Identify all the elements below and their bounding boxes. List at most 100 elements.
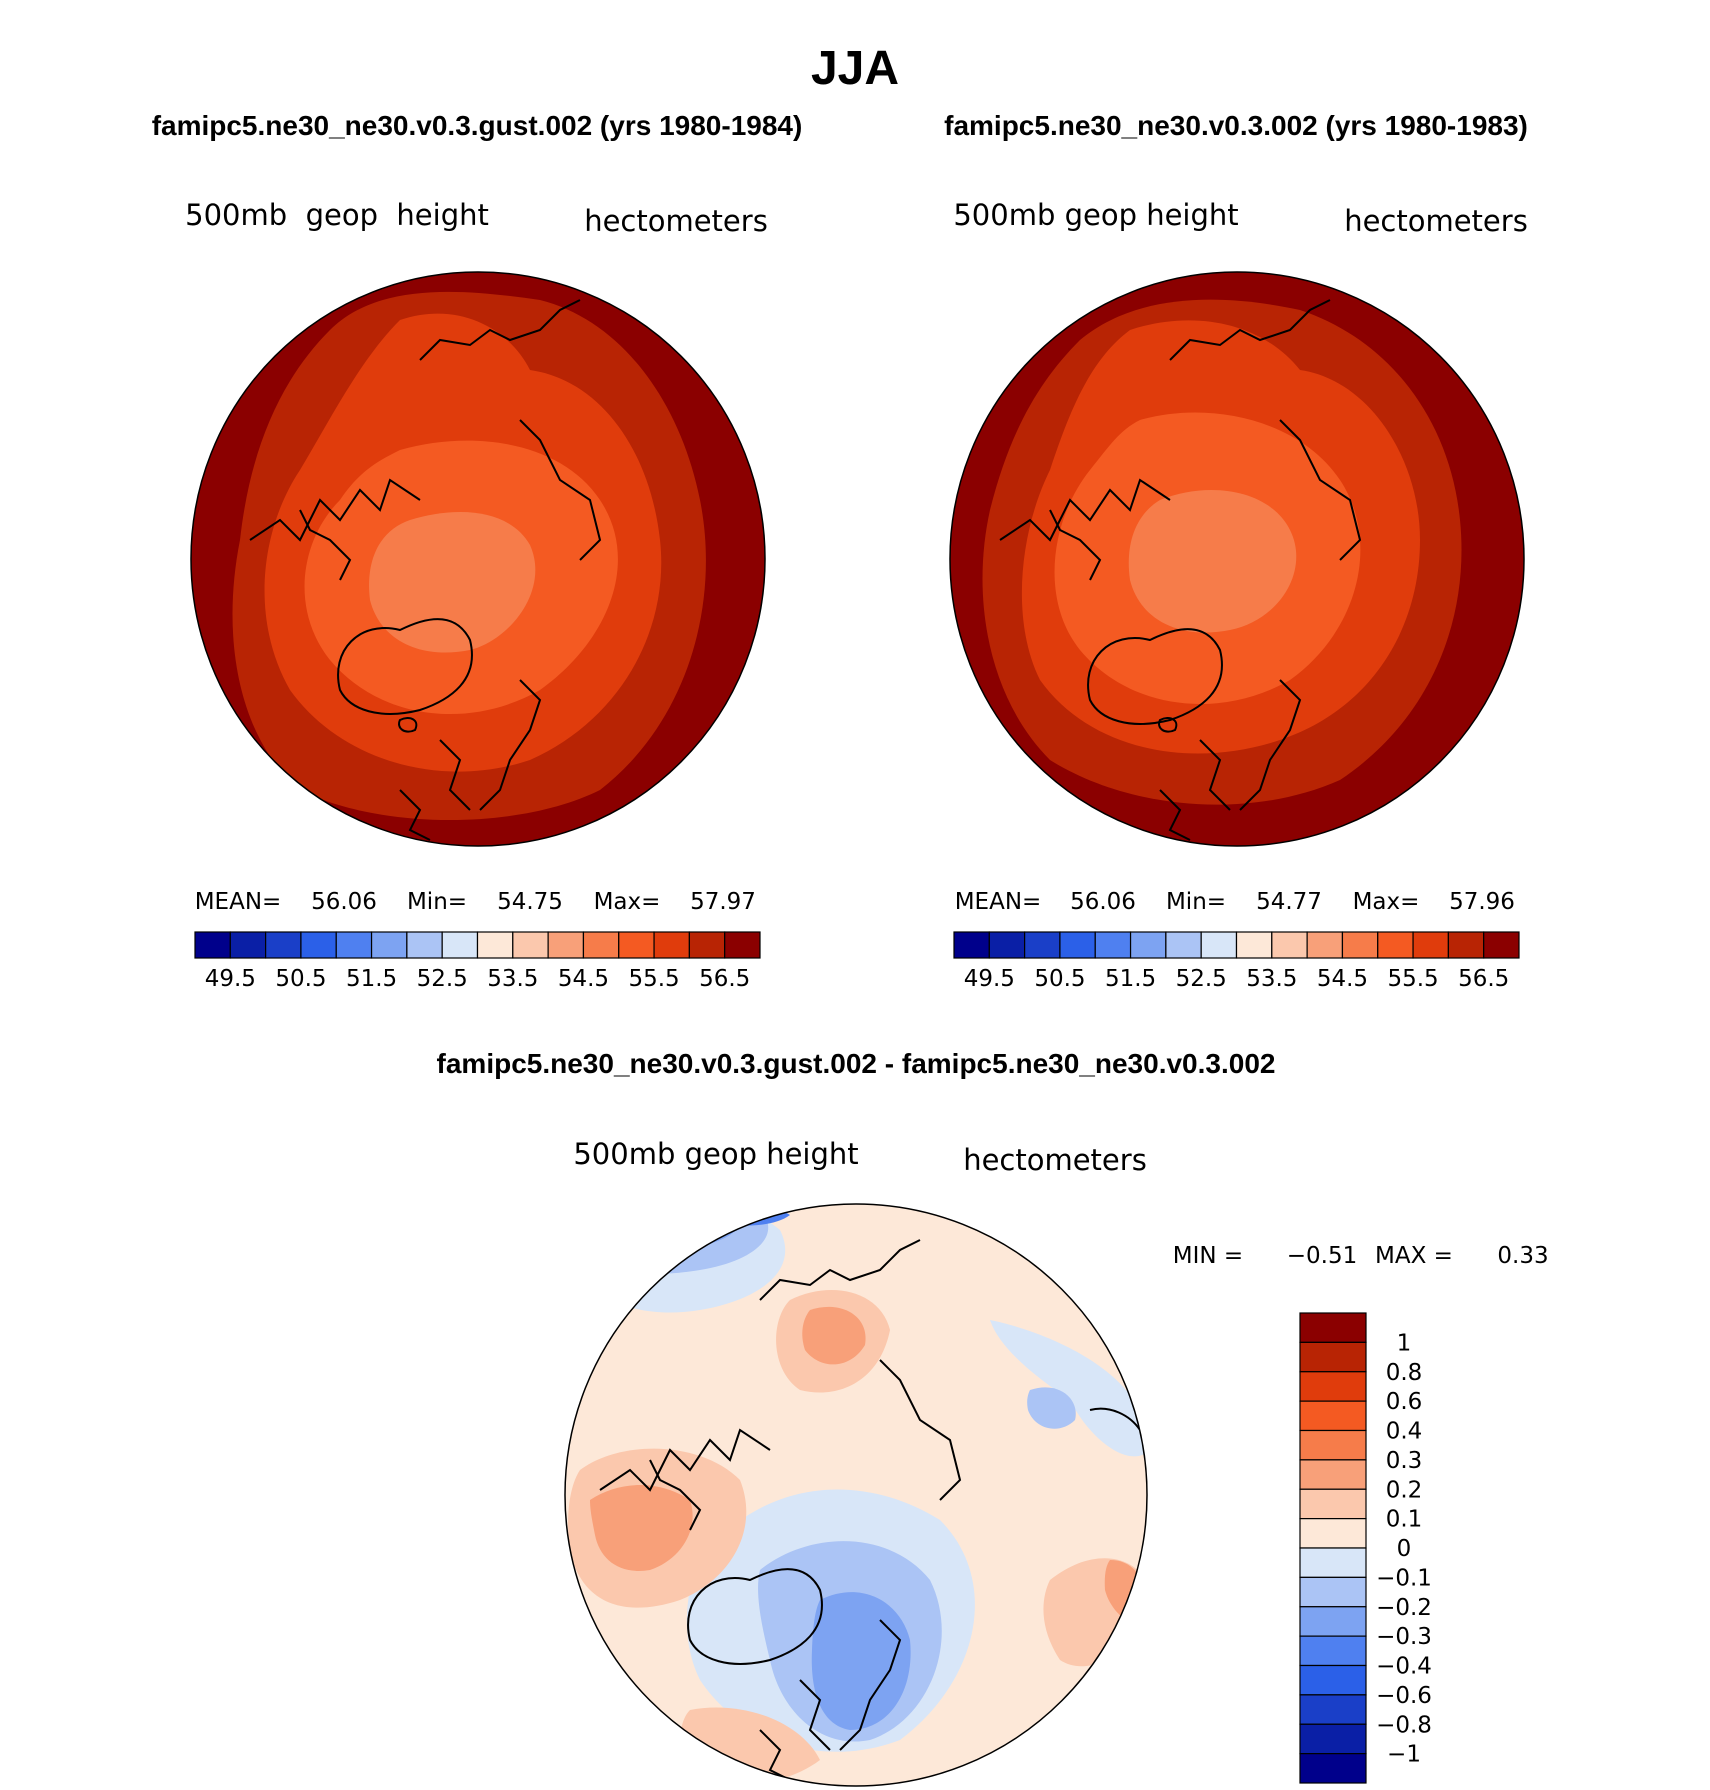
colorbar-tick-label: 52.5 <box>417 966 468 992</box>
panel-gust-mean-value: 56.06 <box>311 889 377 915</box>
panel-gust-map-border <box>190 271 766 847</box>
colorbar-swatch <box>953 931 990 959</box>
colorbar-swatch <box>1299 1547 1367 1578</box>
colorbar-swatch <box>547 931 585 959</box>
colorbar-swatch <box>1299 1312 1367 1343</box>
colorbar-swatch <box>1412 931 1449 959</box>
colorbar-tick-label: −0.2 <box>1376 1595 1432 1621</box>
coastlines <box>599 1239 1141 1781</box>
panel-difference-min-value: −0.51 <box>1287 1243 1357 1269</box>
panel-control-max-label: Max= <box>1353 889 1420 915</box>
colorbar-tick-label: 56.5 <box>699 966 750 992</box>
panel-difference-max-label: MAX = <box>1375 1243 1453 1269</box>
panel-control-mean-value: 56.06 <box>1070 889 1136 915</box>
colorbar-tick-label: 0.8 <box>1386 1360 1423 1386</box>
panel-control-units: hectometers <box>1344 204 1528 238</box>
panel-control-colorbar: 49.5 50.5 51.5 52.5 53.5 54.5 55.5 56.5 <box>953 931 1520 992</box>
colorbar-swatch <box>1447 931 1485 959</box>
colorbar-tick-label: 55.5 <box>1387 966 1438 992</box>
colorbar-tick-label: 0.6 <box>1386 1389 1423 1415</box>
colorbar-swatch <box>582 931 620 959</box>
panel-difference-stats: MIN = −0.51 MAX = 0.33 <box>1173 1243 1549 1269</box>
colorbar-swatch <box>1271 931 1308 959</box>
contour-fill-54-5 <box>1128 490 1297 633</box>
colorbar-swatch <box>653 931 690 959</box>
colorbar-tick-label: −0.8 <box>1376 1712 1432 1738</box>
panel-gust-mean-label: MEAN= <box>195 889 282 915</box>
panel-control-title: famipc5.ne30_ne30.v0.3.002 (yrs 1980-198… <box>944 110 1528 141</box>
colorbar-tick-label: 54.5 <box>558 966 609 992</box>
colorbar-swatch <box>1483 931 1520 959</box>
colorbar-swatch <box>1341 931 1379 959</box>
colorbar-swatch <box>1299 1459 1367 1490</box>
colorbar-tick-label: −0.1 <box>1376 1565 1432 1591</box>
contour-fill-54-5 <box>369 512 536 653</box>
panel-control-min-value: 54.77 <box>1256 889 1322 915</box>
colorbar-swatch <box>1299 1576 1367 1608</box>
colorbar-tick-label: 51.5 <box>346 966 397 992</box>
colorbar-tick-label: 54.5 <box>1317 966 1368 992</box>
colorbar-tick-label: −1 <box>1387 1742 1421 1768</box>
panel-difference-max-value: 0.33 <box>1497 1243 1548 1269</box>
colorbar-swatch <box>441 931 479 959</box>
colorbar-swatch <box>194 931 231 959</box>
contour-fill-neg-0-2-east <box>1027 1387 1076 1429</box>
colorbar-tick-label: 49.5 <box>964 966 1015 992</box>
colorbar-swatch <box>1299 1488 1367 1520</box>
panel-control-min-label: Min= <box>1166 889 1226 915</box>
panel-gust-min-label: Min= <box>407 889 467 915</box>
contour-fill-neg-0-4-top <box>650 1204 790 1226</box>
colorbar-swatch <box>1299 1723 1367 1755</box>
panel-control: famipc5.ne30_ne30.v0.3.002 (yrs 1980-198… <box>944 110 1528 992</box>
colorbar-swatch <box>1129 931 1167 959</box>
colorbar-tick-label: 0.3 <box>1386 1448 1423 1474</box>
contour-fill-pos-0-2-west <box>590 1485 693 1571</box>
panel-gust-stats: MEAN= 56.06 Min= 54.75 Max= 57.97 <box>195 889 756 915</box>
panel-difference: famipc5.ne30_ne30.v0.3.gust.002 - famipc… <box>437 1048 1549 1787</box>
colorbar-swatch <box>512 931 549 959</box>
colorbar-swatch <box>1299 1664 1367 1696</box>
colorbar-swatch <box>1235 931 1273 959</box>
colorbar-swatch <box>1299 1429 1367 1461</box>
colorbar-tick-label: −0.6 <box>1376 1683 1432 1709</box>
colorbar-swatch <box>1299 1341 1367 1373</box>
panel-gust: famipc5.ne30_ne30.v0.3.gust.002 (yrs 198… <box>152 110 803 992</box>
colorbar-tick-label: 55.5 <box>628 966 679 992</box>
panel-gust-title: famipc5.ne30_ne30.v0.3.gust.002 (yrs 198… <box>152 110 803 141</box>
coastlines <box>249 299 602 841</box>
colorbar-swatch <box>1377 931 1414 959</box>
panel-difference-variable: 500mb geop height <box>573 1137 858 1171</box>
panel-gust-units: hectometers <box>584 204 768 238</box>
panel-gust-variable: 500mb geop height <box>185 198 489 232</box>
colorbar-swatch <box>618 931 655 959</box>
panel-control-mean-label: MEAN= <box>955 889 1042 915</box>
colorbar-swatch <box>335 931 373 959</box>
colorbar-tick-label: 56.5 <box>1458 966 1509 992</box>
panel-difference-colorbar: 1 0.8 0.6 0.4 0.3 0.2 0.1 0 −0.1 −0.2 −0.3 −0.4 −0.6… <box>1299 1312 1432 1784</box>
panel-difference-title: famipc5.ne30_ne30.v0.3.gust.002 - famipc… <box>437 1048 1276 1079</box>
panel-difference-min-label: MIN = <box>1173 1243 1243 1269</box>
colorbar-swatch <box>688 931 726 959</box>
colorbar-swatch <box>1299 1635 1367 1667</box>
colorbar-tick-label: 0.2 <box>1386 1477 1423 1503</box>
colorbar-swatch <box>724 931 761 959</box>
colorbar-tick-label: 49.5 <box>205 966 256 992</box>
colorbar-swatch <box>229 931 267 959</box>
panel-gust-max-label: Max= <box>594 889 661 915</box>
colorbar-tick-label: 53.5 <box>1246 966 1297 992</box>
panel-gust-colorbar: 49.5 50.5 51.5 52.5 53.5 54.5 55.5 56.5 <box>194 931 761 992</box>
colorbar-swatch <box>1200 931 1238 959</box>
panel-control-map-border <box>949 271 1525 847</box>
colorbar-tick-label: −0.3 <box>1376 1624 1432 1650</box>
panel-gust-max-value: 57.97 <box>690 889 756 915</box>
colorbar-tick-label: −0.4 <box>1376 1654 1432 1680</box>
colorbar-tick-label: 50.5 <box>275 966 326 992</box>
panel-control-stats: MEAN= 56.06 Min= 54.77 Max= 57.96 <box>955 889 1515 915</box>
colorbar-swatch <box>1299 1606 1367 1637</box>
panel-control-max-value: 57.96 <box>1449 889 1515 915</box>
colorbar-swatch <box>988 931 1026 959</box>
panel-difference-units: hectometers <box>963 1143 1147 1177</box>
contour-fill-neg-0-1-east <box>990 1320 1147 1457</box>
colorbar-swatch <box>1299 1400 1367 1432</box>
